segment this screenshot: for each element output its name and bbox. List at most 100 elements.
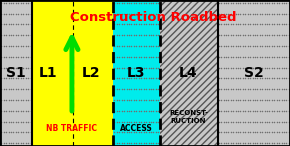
Point: [233, 34, 238, 36]
Point: [149, 88, 153, 90]
Point: [255, 13, 260, 15]
Point: [156, 45, 161, 47]
Point: [136, 88, 141, 90]
Point: [119, 77, 124, 80]
Point: [231, 2, 235, 4]
Point: [240, 23, 245, 26]
Point: [132, 56, 136, 58]
Point: [14, 77, 18, 80]
Point: [260, 120, 264, 123]
Point: [14, 45, 18, 47]
Point: [156, 2, 161, 4]
Point: [221, 45, 226, 47]
Point: [156, 88, 161, 90]
Point: [253, 120, 257, 123]
Point: [112, 56, 117, 58]
Point: [233, 77, 238, 80]
Point: [16, 142, 21, 144]
Point: [224, 110, 228, 112]
Point: [272, 34, 277, 36]
Point: [265, 77, 269, 80]
Point: [134, 110, 139, 112]
Point: [136, 110, 141, 112]
Point: [216, 120, 221, 123]
Point: [114, 66, 119, 69]
Point: [6, 45, 11, 47]
Point: [287, 13, 290, 15]
Point: [245, 2, 250, 4]
Point: [238, 99, 243, 101]
Point: [141, 56, 146, 58]
Point: [255, 34, 260, 36]
Point: [287, 66, 290, 69]
Point: [267, 110, 272, 112]
Point: [11, 77, 16, 80]
Point: [262, 45, 267, 47]
Point: [216, 2, 221, 4]
Point: [233, 2, 238, 4]
Point: [277, 120, 282, 123]
Point: [284, 13, 289, 15]
Point: [0, 34, 3, 36]
Point: [132, 45, 136, 47]
Point: [229, 131, 233, 133]
Point: [272, 131, 277, 133]
Point: [221, 120, 226, 123]
Point: [226, 34, 231, 36]
Point: [272, 2, 277, 4]
Point: [282, 2, 286, 4]
Point: [274, 99, 279, 101]
Point: [250, 45, 255, 47]
Point: [146, 56, 151, 58]
Point: [236, 131, 240, 133]
Point: [122, 45, 126, 47]
Point: [124, 34, 129, 36]
Point: [6, 56, 11, 58]
Point: [19, 77, 23, 80]
Point: [146, 34, 151, 36]
Point: [236, 142, 240, 144]
Point: [6, 34, 11, 36]
Point: [260, 110, 264, 112]
Point: [233, 131, 238, 133]
Point: [265, 99, 269, 101]
Point: [146, 99, 151, 101]
Point: [28, 2, 33, 4]
Point: [119, 66, 124, 69]
Point: [112, 88, 117, 90]
Point: [9, 66, 13, 69]
Point: [274, 88, 279, 90]
Point: [23, 77, 28, 80]
Point: [253, 142, 257, 144]
Point: [274, 66, 279, 69]
Point: [151, 45, 156, 47]
Point: [19, 23, 23, 26]
Point: [122, 56, 126, 58]
Point: [253, 66, 257, 69]
Point: [154, 110, 158, 112]
Point: [11, 99, 16, 101]
Point: [114, 99, 119, 101]
Point: [245, 45, 250, 47]
Point: [236, 77, 240, 80]
Point: [277, 88, 282, 90]
Point: [248, 88, 252, 90]
Point: [216, 34, 221, 36]
Point: [16, 23, 21, 26]
Point: [119, 142, 124, 144]
Text: ACCESS: ACCESS: [120, 124, 153, 133]
Point: [279, 120, 284, 123]
Point: [279, 142, 284, 144]
Point: [219, 13, 223, 15]
Point: [287, 45, 290, 47]
Point: [274, 142, 279, 144]
Point: [236, 23, 240, 26]
Point: [119, 88, 124, 90]
Point: [272, 66, 277, 69]
Point: [127, 131, 131, 133]
Point: [262, 88, 267, 90]
Point: [224, 2, 228, 4]
Bar: [32, 0, 113, 146]
Point: [270, 142, 274, 144]
Point: [253, 110, 257, 112]
